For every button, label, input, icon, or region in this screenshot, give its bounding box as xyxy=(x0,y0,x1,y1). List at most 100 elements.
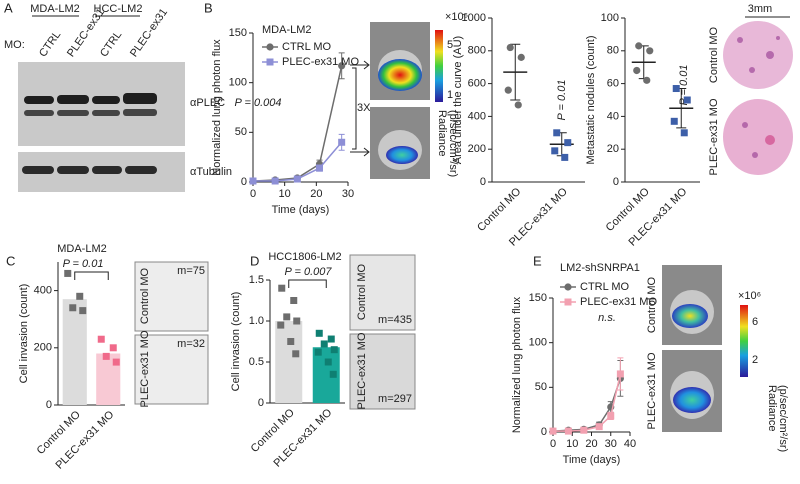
chart-title: MDA-LM2 xyxy=(262,24,312,36)
significance-bracket xyxy=(288,279,327,288)
annotation: P = 0.004 xyxy=(235,97,282,109)
marker xyxy=(561,153,569,161)
marker xyxy=(514,101,522,109)
bands xyxy=(22,166,157,174)
y-tick-label: 100 xyxy=(601,12,619,24)
marker xyxy=(293,175,301,183)
x-tick-label: 10 xyxy=(279,188,291,200)
chart-title: LM2-shSNRPA1 xyxy=(560,262,640,274)
x-tick-label: 40 xyxy=(624,438,636,450)
x-tick-label: 0 xyxy=(250,188,256,200)
marker xyxy=(327,335,335,343)
y-axis-label: Metastatic nodules (count) xyxy=(585,35,597,164)
western-blot: MDA-LM2 HCC-LM2 MO: CTRL PLEC-ex31 CTRL … xyxy=(4,3,232,192)
legend-label: CTRL MO xyxy=(580,281,630,293)
tissue xyxy=(723,21,793,89)
y-tick-label: 0 xyxy=(613,176,619,188)
marker xyxy=(76,292,84,300)
lane-label: CTRL xyxy=(37,29,63,59)
y-tick-label: 0 xyxy=(258,397,264,409)
cell-line-label: HCC-LM2 xyxy=(94,3,143,15)
panel-letter: A xyxy=(4,0,13,15)
nodules xyxy=(737,36,780,158)
marker xyxy=(292,350,300,358)
marker xyxy=(109,344,117,352)
y-tick-label: 200 xyxy=(468,143,486,155)
signal xyxy=(672,304,708,328)
marker xyxy=(314,348,322,356)
tissue xyxy=(723,99,793,175)
annotation: P = 0.01 xyxy=(63,258,104,270)
annotation: P = 0.01 xyxy=(556,80,568,121)
marker xyxy=(564,139,572,147)
marker xyxy=(646,47,654,55)
bar xyxy=(62,299,87,405)
fold-change: 3X xyxy=(357,102,371,114)
colorbar-tick: 6 xyxy=(752,316,758,328)
chart-title: HCC1806-LM2 xyxy=(268,251,341,263)
colorbar xyxy=(740,305,748,377)
colorbar-tick: 5 xyxy=(447,39,453,51)
x-tick-label: 20 xyxy=(585,438,597,450)
marker xyxy=(338,62,346,70)
bar xyxy=(275,321,303,403)
panel-letter: B xyxy=(204,0,213,15)
arrow xyxy=(363,60,370,70)
y-tick-label: 50 xyxy=(235,126,247,138)
bli-images: Control MO PLEC-ex31 MO ×10⁶ 6 2 Radianc… xyxy=(646,265,789,452)
blot-label: αPLEC xyxy=(190,97,225,109)
y-tick-label: 200 xyxy=(34,342,52,354)
marker xyxy=(324,358,332,366)
y-tick-label: 60 xyxy=(607,78,619,90)
annotation: n.s. xyxy=(598,312,616,324)
chart-title: MDA-LM2 xyxy=(57,243,107,255)
marker xyxy=(553,129,561,137)
legend-marker xyxy=(266,58,274,66)
y-tick-label: 20 xyxy=(607,143,619,155)
y-tick-label: 0 xyxy=(241,176,247,188)
marker xyxy=(64,269,72,277)
marker xyxy=(672,85,680,93)
annotation: P = 0.007 xyxy=(285,266,333,278)
y-tick-label: 800 xyxy=(468,45,486,57)
y-tick-label: 1000 xyxy=(462,12,486,24)
marker xyxy=(670,117,678,125)
marker xyxy=(504,86,512,94)
y-axis-label: Normalized lung photon flux xyxy=(511,296,523,433)
marker xyxy=(278,284,286,292)
colorbar-unit: ×10⁶ xyxy=(738,290,761,302)
row-label: PLEC-ex31 MO xyxy=(708,98,720,175)
row-label: Control MO xyxy=(356,263,368,320)
signal xyxy=(378,59,422,91)
colorbar-units: (p/sec/cm²/sr) xyxy=(447,110,459,177)
y-axis-label: Cell invasion (count) xyxy=(230,292,242,392)
y-tick-label: 0.5 xyxy=(249,356,264,368)
marker xyxy=(69,304,77,312)
marker xyxy=(320,340,328,348)
bands xyxy=(24,93,157,116)
marker xyxy=(287,338,295,345)
count-label: m=297 xyxy=(378,393,412,405)
y-tick-label: 100 xyxy=(229,77,247,89)
row-label: PLEC-ex31 MO xyxy=(139,330,151,407)
marker xyxy=(551,147,559,155)
well-image xyxy=(134,334,209,405)
colorbar-tick: 2 xyxy=(752,354,758,366)
y-tick-label: 600 xyxy=(468,78,486,90)
colorbar-unit: ×10⁶ xyxy=(445,11,468,23)
y-axis-label: Cell invasion (count) xyxy=(18,284,30,384)
x-axis-label: Time (days) xyxy=(272,204,330,216)
marker xyxy=(683,96,691,104)
significance-bracket xyxy=(74,271,109,280)
row-label: Control MO xyxy=(708,26,720,83)
marker xyxy=(293,317,301,325)
x-tick-label: 20 xyxy=(310,188,322,200)
marker xyxy=(97,335,105,343)
row-label: Control MO xyxy=(646,276,658,333)
signal xyxy=(673,387,711,413)
legend-label: PLEC-ex31 MO xyxy=(282,56,359,68)
panel-letter: E xyxy=(533,253,542,268)
legend-marker xyxy=(266,43,274,51)
marker xyxy=(517,53,525,61)
